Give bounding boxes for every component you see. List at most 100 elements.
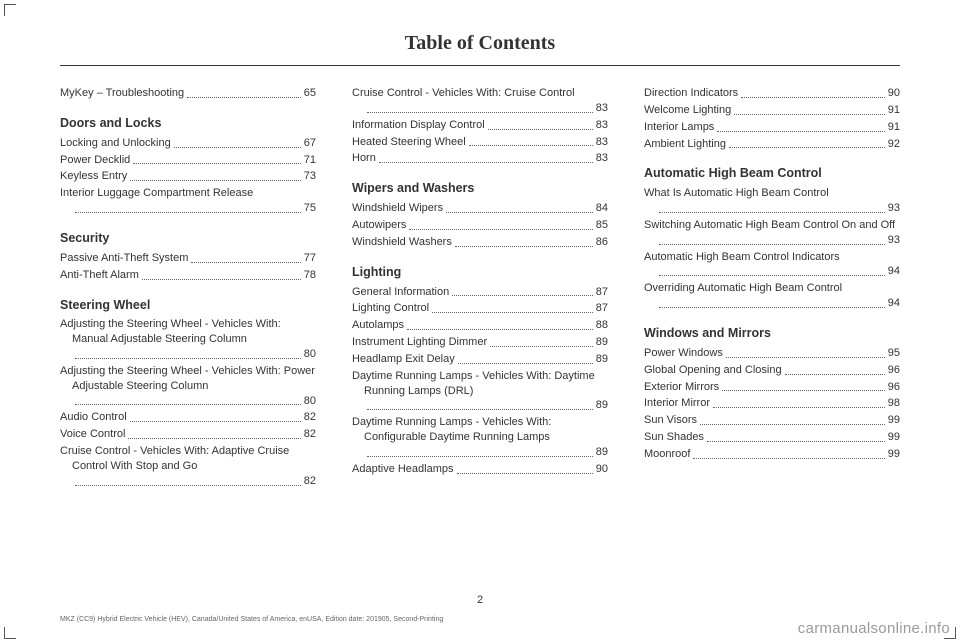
- toc-entry-text: Power Decklid: [60, 153, 130, 168]
- toc-entry-page: 99: [888, 447, 900, 462]
- toc-entry-page: 90: [888, 86, 900, 101]
- toc-entry-text: Overriding Automatic High Beam Control: [644, 281, 900, 296]
- toc-entry-text: Daytime Running Lamps - Vehicles With: C…: [352, 415, 608, 445]
- toc-entry-text: Interior Mirror: [644, 396, 710, 411]
- section-heading: Windows and Mirrors: [644, 325, 900, 342]
- toc-entry-text: Interior Luggage Compartment Release: [60, 186, 316, 201]
- toc-leader-dots: [659, 212, 885, 213]
- toc-entry: Information Display Control83: [352, 118, 608, 133]
- toc-entry-page: 87: [596, 301, 608, 316]
- toc-entry-page: 85: [596, 218, 608, 233]
- toc-entry-page: 67: [304, 136, 316, 151]
- toc-leader-dots: [367, 112, 593, 113]
- toc-entry: Adjusting the Steering Wheel - Vehicles …: [60, 317, 316, 362]
- toc-leader-dots: [713, 407, 885, 408]
- toc-leader-dots: [722, 390, 885, 391]
- toc-entry-page: 80: [304, 394, 316, 409]
- toc-leader-dots: [75, 358, 301, 359]
- toc-entry-page: 89: [596, 352, 608, 367]
- toc-entry-text: What Is Automatic High Beam Control: [644, 186, 900, 201]
- toc-leader-dots: [187, 97, 301, 98]
- toc-leader-dots: [490, 346, 593, 347]
- toc-entry-text: Anti-Theft Alarm: [60, 268, 139, 283]
- crop-mark: [4, 627, 16, 639]
- toc-entry-text: Heated Steering Wheel: [352, 135, 466, 150]
- toc-entry: General Information87: [352, 285, 608, 300]
- toc-entry-page: 89: [596, 445, 608, 460]
- toc-entry-text: Moonroof: [644, 447, 690, 462]
- toc-leader-dots: [659, 307, 885, 308]
- toc-entry-page: 91: [888, 120, 900, 135]
- toc-leader-dots: [729, 147, 885, 148]
- toc-entry-page: 94: [888, 264, 900, 279]
- toc-entry-page: 96: [888, 363, 900, 378]
- toc-entry: Anti-Theft Alarm78: [60, 268, 316, 283]
- toc-entry-text: Headlamp Exit Delay: [352, 352, 455, 367]
- toc-leader-dots: [75, 485, 301, 486]
- toc-leader-dots: [455, 246, 593, 247]
- toc-leader-dots: [700, 424, 885, 425]
- toc-leader-dots: [659, 244, 885, 245]
- toc-entry: Moonroof 99: [644, 447, 900, 462]
- toc-leader-dots: [734, 114, 885, 115]
- toc-leader-dots: [133, 163, 300, 164]
- toc-entry-text: Daytime Running Lamps - Vehicles With: D…: [352, 369, 608, 399]
- toc-entry-text: Direction Indicators: [644, 86, 738, 101]
- toc-entry-text: Voice Control: [60, 427, 125, 442]
- toc-entry-text: Instrument Lighting Dimmer: [352, 335, 487, 350]
- toc-entry-text: Exterior Mirrors: [644, 380, 719, 395]
- toc-entry-text: MyKey – Troubleshooting: [60, 86, 184, 101]
- toc-entry-text: Cruise Control - Vehicles With: Cruise C…: [352, 86, 608, 101]
- toc-leader-dots: [128, 438, 300, 439]
- page-container: Table of Contents MyKey – Troubleshootin…: [0, 0, 960, 643]
- toc-entry-text: Windshield Wipers: [352, 201, 443, 216]
- toc-entry: Horn83: [352, 151, 608, 166]
- toc-entry: Cruise Control - Vehicles With: Adaptive…: [60, 444, 316, 489]
- toc-entry-text: Information Display Control: [352, 118, 485, 133]
- toc-entry: Switching Automatic High Beam Control On…: [644, 218, 900, 248]
- toc-entry: Direction Indicators 90: [644, 86, 900, 101]
- toc-entry: Autolamps88: [352, 318, 608, 333]
- toc-entry: Windshield Wipers 84: [352, 201, 608, 216]
- toc-leader-dots: [446, 212, 593, 213]
- page-number: 2: [60, 594, 900, 606]
- toc-entry-page: 91: [888, 103, 900, 118]
- toc-leader-dots: [717, 131, 884, 132]
- section-heading: Automatic High Beam Control: [644, 165, 900, 182]
- toc-entry: Cruise Control - Vehicles With: Cruise C…: [352, 86, 608, 116]
- toc-entry-page: 71: [304, 153, 316, 168]
- toc-entry: Passive Anti-Theft System77: [60, 251, 316, 266]
- toc-leader-dots: [407, 329, 593, 330]
- toc-leader-dots: [693, 458, 884, 459]
- toc-entry-text: Lighting Control: [352, 301, 429, 316]
- toc-entry-page: 82: [304, 410, 316, 425]
- toc-entry-text: Windshield Washers: [352, 235, 452, 250]
- toc-leader-dots: [659, 275, 885, 276]
- toc-entry-page: 93: [888, 201, 900, 216]
- toc-entry-text: Automatic High Beam Control Indicators: [644, 250, 900, 265]
- toc-entry-text: Interior Lamps: [644, 120, 714, 135]
- toc-entry: What Is Automatic High Beam Control93: [644, 186, 900, 216]
- section-heading: Doors and Locks: [60, 115, 316, 132]
- toc-entry-page: 99: [888, 413, 900, 428]
- toc-entry-page: 94: [888, 296, 900, 311]
- toc-entry-page: 92: [888, 137, 900, 152]
- section-heading: Steering Wheel: [60, 297, 316, 314]
- toc-leader-dots: [488, 129, 593, 130]
- toc-entry-page: 84: [596, 201, 608, 216]
- toc-entry-page: 89: [596, 398, 608, 413]
- toc-entry: Autowipers85: [352, 218, 608, 233]
- section-heading: Security: [60, 230, 316, 247]
- toc-entry: Locking and Unlocking67: [60, 136, 316, 151]
- toc-entry-text: Sun Shades: [644, 430, 704, 445]
- toc-entry: Lighting Control 87: [352, 301, 608, 316]
- toc-entry: Interior Mirror98: [644, 396, 900, 411]
- toc-entry-text: Autolamps: [352, 318, 404, 333]
- toc-entry-text: Adjusting the Steering Wheel - Vehicles …: [60, 317, 316, 347]
- footer-text: MKZ (CC9) Hybrid Electric Vehicle (HEV),…: [60, 616, 900, 623]
- toc-entry-page: 93: [888, 233, 900, 248]
- toc-entry: Power Windows95: [644, 346, 900, 361]
- crop-mark: [4, 4, 16, 16]
- toc-entry: Instrument Lighting Dimmer89: [352, 335, 608, 350]
- title-rule: [60, 65, 900, 66]
